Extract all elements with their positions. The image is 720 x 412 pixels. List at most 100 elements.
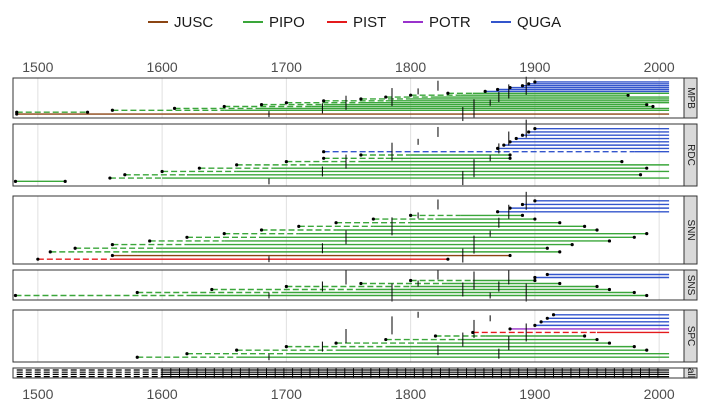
panel-snn: SNN bbox=[12, 191, 698, 265]
pith-marker bbox=[384, 95, 388, 99]
bark-marker bbox=[632, 290, 636, 295]
bark-marker bbox=[508, 156, 512, 160]
legend-item: QUGA bbox=[491, 14, 561, 31]
legend-label: QUGA bbox=[517, 14, 561, 31]
top-axis-tick-label: 1500 bbox=[22, 59, 53, 75]
bottom-axis-tick-label: 1700 bbox=[271, 386, 302, 402]
pith-marker bbox=[235, 348, 239, 352]
bark-marker bbox=[607, 341, 612, 345]
bark-marker bbox=[607, 287, 612, 292]
bark-marker bbox=[607, 239, 612, 243]
pith-marker bbox=[123, 173, 127, 177]
bark-marker bbox=[626, 93, 630, 97]
top-axis-tick-label: 1800 bbox=[395, 59, 426, 75]
pith-marker bbox=[110, 108, 115, 112]
panel-strip bbox=[683, 269, 698, 301]
pith-marker bbox=[446, 91, 450, 95]
bark-marker bbox=[645, 232, 649, 236]
bark-marker bbox=[570, 242, 574, 247]
pith-marker bbox=[334, 221, 338, 225]
pith-marker bbox=[160, 169, 164, 174]
panel-mpb: MPB bbox=[12, 76, 698, 122]
pith-marker bbox=[483, 89, 487, 93]
bark-marker bbox=[645, 103, 649, 107]
panel-strip-label: MPB bbox=[685, 87, 696, 109]
bark-marker bbox=[545, 246, 549, 250]
bark-marker bbox=[520, 213, 525, 218]
bark-marker bbox=[582, 334, 587, 338]
bark-marker bbox=[558, 250, 562, 254]
bark-marker bbox=[508, 253, 512, 258]
pith-marker bbox=[496, 87, 500, 92]
panels: MPB RDC SNN SNS SPC all bbox=[12, 76, 698, 379]
pith-marker bbox=[48, 250, 52, 254]
pith-marker bbox=[371, 217, 375, 221]
bark-marker bbox=[533, 217, 537, 221]
pith-marker bbox=[520, 84, 525, 88]
pith-marker bbox=[322, 156, 326, 160]
bottom-axis-tick-label: 2000 bbox=[644, 386, 675, 402]
pith-marker bbox=[359, 281, 363, 286]
panel-sns: SNS bbox=[12, 269, 698, 302]
panel-strip bbox=[683, 77, 698, 119]
bottom-axis-tick-label: 1900 bbox=[519, 386, 550, 402]
bark-marker bbox=[595, 284, 599, 289]
pith-marker bbox=[533, 323, 537, 327]
pith-marker bbox=[539, 320, 543, 324]
pith-marker bbox=[514, 136, 518, 141]
pith-marker bbox=[520, 133, 525, 137]
panel-frame bbox=[12, 123, 685, 187]
pith-marker bbox=[409, 213, 413, 218]
bark-marker bbox=[645, 348, 649, 352]
legend-label: JUSC bbox=[174, 14, 213, 31]
pith-marker bbox=[197, 166, 201, 170]
top-axis-tick-label: 1700 bbox=[271, 59, 302, 75]
pith-marker bbox=[297, 224, 301, 228]
pith-marker bbox=[502, 143, 506, 147]
panel-strip-label: SNS bbox=[685, 275, 696, 296]
panel-strip bbox=[683, 367, 698, 379]
pith-marker bbox=[520, 202, 525, 207]
panel-rdc: RDC bbox=[12, 119, 698, 187]
pith-marker bbox=[110, 242, 115, 247]
pith-marker bbox=[172, 106, 177, 110]
bark-marker bbox=[595, 337, 599, 342]
bark-marker bbox=[651, 104, 655, 109]
pith-marker bbox=[409, 278, 413, 283]
pith-marker bbox=[135, 290, 139, 295]
pith-marker bbox=[496, 210, 500, 214]
pith-marker bbox=[15, 110, 19, 114]
pith-marker bbox=[322, 99, 326, 103]
bottom-axis-tick-label: 1800 bbox=[395, 386, 426, 402]
panel-spc: SPC bbox=[12, 309, 698, 363]
bottom-x-axis: 1500 1600 1700 1800 1900 2000 bbox=[22, 386, 675, 402]
bark-marker bbox=[645, 166, 649, 170]
pith-marker bbox=[284, 159, 288, 164]
pith-marker bbox=[433, 334, 438, 338]
pith-marker bbox=[36, 257, 40, 261]
pith-marker bbox=[384, 337, 388, 342]
bottom-axis-tick-label: 1500 bbox=[22, 386, 53, 402]
legend-item: POTR bbox=[403, 14, 471, 31]
pith-marker bbox=[284, 284, 288, 289]
pith-marker bbox=[545, 272, 549, 277]
legend-label: POTR bbox=[429, 14, 471, 31]
pith-marker bbox=[259, 228, 264, 232]
pith-marker bbox=[13, 293, 18, 298]
pith-marker bbox=[533, 127, 537, 131]
panel-strip-label: all bbox=[685, 368, 696, 378]
bark-marker bbox=[645, 293, 649, 298]
bark-marker bbox=[558, 281, 562, 286]
bark-marker bbox=[558, 221, 562, 225]
pith-marker bbox=[13, 179, 18, 183]
panel-all: all bbox=[12, 367, 698, 379]
pith-marker bbox=[222, 232, 226, 236]
bark-marker bbox=[595, 228, 599, 232]
top-x-axis: 1500 1600 1700 1800 1900 2000 bbox=[22, 59, 675, 75]
top-axis-tick-label: 1600 bbox=[147, 59, 178, 75]
pith-marker bbox=[359, 153, 363, 157]
top-axis-tick-label: 1900 bbox=[519, 59, 550, 75]
panel-strip bbox=[683, 195, 698, 265]
bark-marker bbox=[632, 235, 636, 239]
panel-strip bbox=[683, 123, 698, 187]
